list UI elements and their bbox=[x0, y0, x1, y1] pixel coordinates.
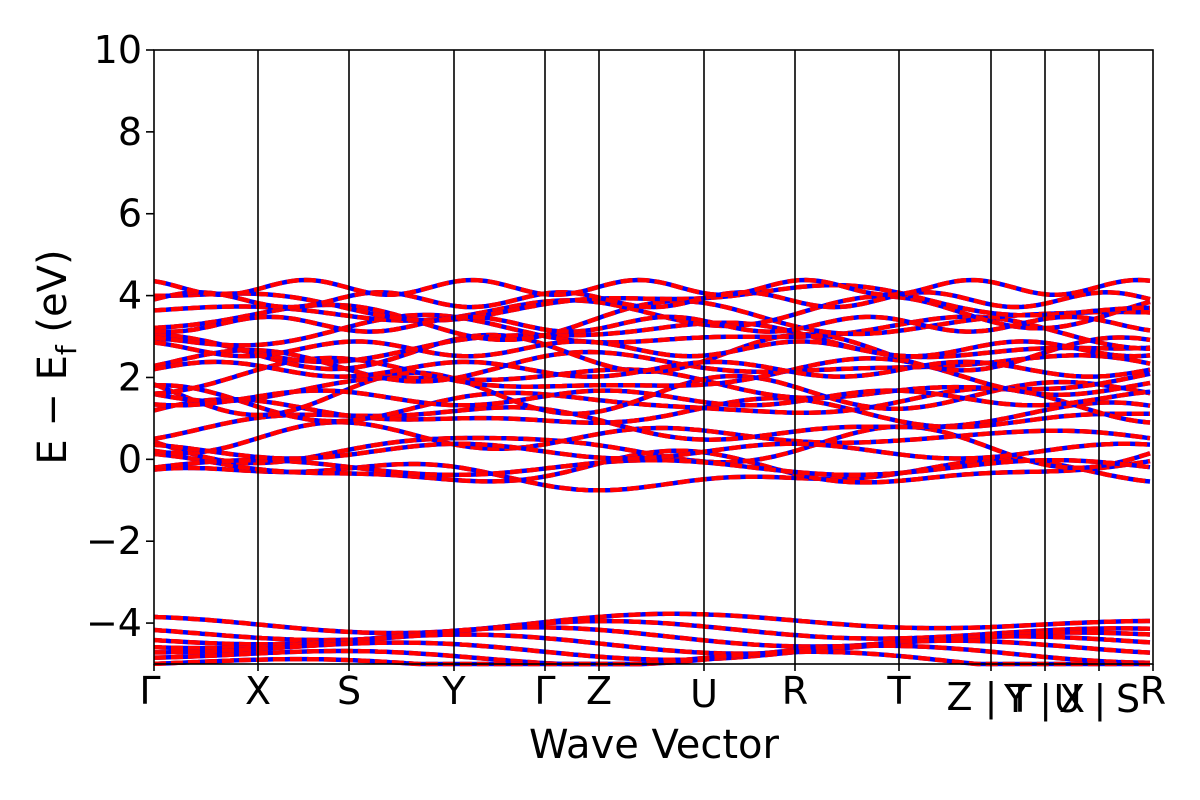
band-line-spin-down bbox=[154, 282, 1150, 323]
y-tick-label: −2 bbox=[86, 519, 142, 563]
plot-frame bbox=[153, 49, 1154, 665]
band-line-spin-down-extra bbox=[153, 290, 1151, 310]
x-tick-label: Y bbox=[441, 669, 466, 713]
x-tick-label: X bbox=[245, 669, 271, 713]
x-tick-label: S bbox=[1116, 677, 1140, 721]
y-axis-label-unit: (eV) bbox=[30, 249, 76, 345]
band-line-spin-down bbox=[153, 355, 1151, 397]
y-axis-ticks: −4 −2 0 2 4 6 8 10 bbox=[86, 28, 154, 645]
x-tick-label: Z | bbox=[947, 675, 998, 720]
band-line-spin-down bbox=[153, 611, 1150, 636]
band-line-spin-down bbox=[153, 419, 1151, 456]
y-tick-label: 6 bbox=[118, 192, 142, 236]
kpoint-separators bbox=[257, 50, 1100, 664]
x-tick-label: Y | bbox=[1003, 677, 1052, 722]
y-tick-label: 4 bbox=[118, 274, 142, 318]
band-line-spin-down bbox=[153, 457, 1151, 493]
band-line-spin-down-extra bbox=[153, 388, 1151, 408]
y-axis-label: E − Ef (eV) bbox=[30, 249, 83, 464]
band-line-spin-down-extra bbox=[153, 457, 1151, 478]
band-line-spin-down bbox=[153, 632, 1151, 656]
band-line-spin-down bbox=[153, 618, 1151, 643]
band-line-spin-down-extra bbox=[153, 441, 1151, 461]
x-tick-label: R bbox=[1140, 669, 1166, 713]
band-lines bbox=[153, 277, 1151, 667]
x-tick-label: X bbox=[1059, 677, 1085, 721]
x-tick-label: S bbox=[337, 669, 361, 713]
y-axis-label-sub: f bbox=[50, 344, 83, 355]
band-line-spin-down bbox=[153, 400, 1151, 442]
x-tick-label: U | bbox=[1054, 677, 1107, 722]
band-line-spin-down-extra bbox=[153, 339, 1151, 359]
y-tick-label: 2 bbox=[118, 355, 142, 399]
x-tick-label: T bbox=[886, 669, 911, 713]
y-tick-label: 10 bbox=[94, 28, 142, 72]
band-line-spin-down-extra bbox=[153, 314, 1151, 334]
x-tick-label: Γ bbox=[534, 669, 555, 713]
band-line-spin-down bbox=[153, 625, 1151, 649]
band-line-spin-down bbox=[153, 320, 1151, 365]
y-tick-label: −4 bbox=[86, 601, 142, 645]
x-tick-label: Z bbox=[586, 669, 612, 713]
x-tick-label: R bbox=[782, 669, 808, 713]
band-line-spin-down bbox=[154, 638, 1151, 663]
x-tick-label: U bbox=[690, 672, 718, 716]
band-line-spin-down-extra bbox=[153, 359, 1151, 379]
band-line-spin-up-extra bbox=[153, 277, 1151, 298]
band-line-spin-down bbox=[153, 395, 1150, 430]
y-tick-label: 0 bbox=[118, 437, 142, 481]
band-line-spin-down bbox=[153, 294, 1151, 331]
band-line-spin-down bbox=[153, 649, 1150, 667]
x-tick-label: T bbox=[1007, 677, 1032, 721]
band-line-spin-down bbox=[153, 424, 1151, 471]
x-tick-label: Γ bbox=[139, 669, 160, 713]
y-tick-label: 8 bbox=[118, 110, 142, 154]
band-line-spin-up bbox=[153, 419, 1151, 456]
y-axis-label-main: E − E bbox=[30, 355, 76, 465]
x-axis-label: Wave Vector bbox=[529, 722, 780, 768]
